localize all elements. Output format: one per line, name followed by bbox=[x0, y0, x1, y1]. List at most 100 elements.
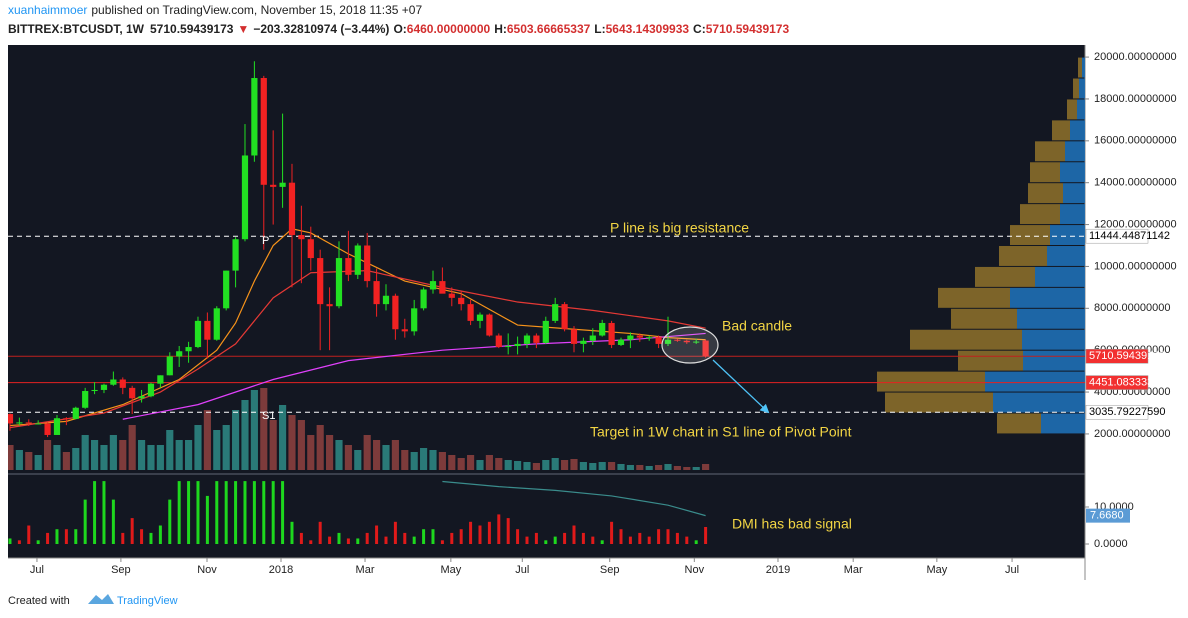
published: published on TradingView.com, November 1… bbox=[91, 3, 422, 17]
candle-body bbox=[448, 293, 455, 298]
candle-body bbox=[166, 356, 173, 376]
x-tick-label: Sep bbox=[600, 564, 620, 576]
dmi-bar bbox=[610, 521, 614, 545]
y-tick-label: 16000.00000000 bbox=[1094, 135, 1177, 147]
profile-up bbox=[1023, 350, 1085, 371]
candle-body bbox=[204, 320, 211, 340]
dmi-bar bbox=[694, 540, 698, 545]
volume-bar bbox=[128, 425, 136, 470]
candle-body bbox=[44, 423, 51, 435]
profile-up bbox=[1047, 246, 1085, 266]
profile-down bbox=[1052, 120, 1070, 141]
volume-bar bbox=[8, 445, 14, 470]
dmi-bar bbox=[431, 529, 435, 545]
volume-bar bbox=[269, 420, 277, 470]
open-value: 6460.00000000 bbox=[407, 22, 491, 36]
dmi-bar bbox=[309, 540, 313, 545]
dmi-bar bbox=[440, 540, 444, 545]
x-tick-label: May bbox=[440, 564, 461, 576]
dmi-bar bbox=[704, 526, 708, 545]
profile-down bbox=[997, 413, 1041, 434]
volume-bar bbox=[260, 388, 268, 470]
dmi-bar bbox=[534, 532, 538, 545]
dmi-bar bbox=[647, 536, 651, 545]
dmi-bar bbox=[187, 481, 191, 545]
profile-up bbox=[1010, 287, 1085, 308]
candle-body bbox=[411, 308, 418, 332]
candle-body bbox=[72, 407, 79, 419]
volume-bar bbox=[175, 440, 183, 470]
dmi-bar bbox=[149, 532, 153, 545]
dmi-bar bbox=[74, 529, 78, 545]
y-tick-label: 8000.00000000 bbox=[1094, 302, 1170, 314]
candle-body bbox=[279, 182, 286, 187]
profile-up bbox=[1070, 120, 1085, 141]
volume-bar bbox=[457, 458, 465, 470]
level-tag bbox=[1085, 228, 1149, 244]
dmi-bar bbox=[412, 536, 416, 545]
volume-bar bbox=[232, 410, 240, 470]
candle-body bbox=[580, 340, 587, 344]
candle-body bbox=[420, 289, 427, 309]
y-tick-label: 12000.00000000 bbox=[1094, 218, 1177, 230]
y-tick-label: 20000.00000000 bbox=[1094, 51, 1177, 63]
dmi-bar bbox=[638, 532, 642, 545]
level-label: 11444.44871142 bbox=[1089, 230, 1170, 242]
dmi-bar bbox=[600, 540, 604, 545]
dmi-bar bbox=[328, 536, 332, 545]
candle-body bbox=[335, 258, 343, 307]
dmi-tag-label: 7.6680 bbox=[1090, 510, 1124, 522]
dmi-bar bbox=[158, 525, 162, 545]
x-tick-label: Nov bbox=[685, 564, 705, 576]
dmi-bar bbox=[121, 532, 125, 545]
dmi-bar bbox=[17, 540, 21, 545]
dmi-bar bbox=[478, 525, 482, 545]
volume-bar bbox=[420, 448, 428, 470]
dmi-pane bbox=[8, 480, 708, 545]
profile-down bbox=[885, 392, 993, 413]
footer-brand[interactable]: TradingView bbox=[117, 595, 178, 607]
candle-body bbox=[213, 308, 220, 340]
chart-panel bbox=[8, 45, 1085, 558]
dmi-bar bbox=[46, 532, 50, 545]
dmi-bar bbox=[55, 529, 59, 545]
volume-bar bbox=[72, 448, 80, 470]
low-value: 5643.14309933 bbox=[606, 22, 690, 36]
dmi-bar bbox=[384, 536, 388, 545]
candle-body bbox=[561, 304, 568, 330]
candle-body bbox=[110, 379, 117, 385]
brand-logo bbox=[88, 594, 114, 604]
candle-body bbox=[307, 239, 314, 259]
dmi-bar bbox=[290, 521, 294, 545]
profile-up bbox=[1017, 308, 1085, 329]
dmi-line bbox=[442, 480, 706, 517]
x-tick-label: 2018 bbox=[269, 564, 293, 576]
profile-down bbox=[1020, 204, 1060, 225]
volume-bar bbox=[213, 430, 221, 470]
volume-bar bbox=[194, 425, 202, 470]
dmi-bar bbox=[27, 525, 31, 545]
author[interactable]: xuanhaimmoer bbox=[8, 3, 87, 17]
candle-body bbox=[533, 335, 540, 343]
profile-down bbox=[999, 246, 1047, 266]
volume-bar bbox=[664, 464, 672, 470]
volume-bar bbox=[335, 440, 343, 470]
candle-body bbox=[514, 343, 521, 346]
change: −203.32810974 (−3.44%) bbox=[253, 22, 389, 36]
candle-body bbox=[176, 351, 183, 357]
volume-bar bbox=[147, 445, 155, 470]
volume-bar bbox=[279, 405, 287, 470]
profile-down bbox=[958, 350, 1023, 371]
candle-body bbox=[317, 258, 324, 305]
dmi-bar bbox=[215, 481, 219, 545]
volume-bar bbox=[673, 466, 681, 470]
candle-body bbox=[552, 304, 559, 321]
dmi-bar bbox=[281, 481, 285, 545]
dmi-bar bbox=[271, 481, 275, 545]
candle-body bbox=[345, 258, 352, 275]
candle-body bbox=[636, 335, 643, 338]
dmi-bar bbox=[299, 532, 303, 545]
dmi-bar bbox=[497, 514, 501, 545]
header-line: xuanhaimmoer published on TradingView.com… bbox=[8, 3, 422, 17]
plot-layer: 2000.000000004000.000000006000.000000008… bbox=[8, 51, 1177, 576]
